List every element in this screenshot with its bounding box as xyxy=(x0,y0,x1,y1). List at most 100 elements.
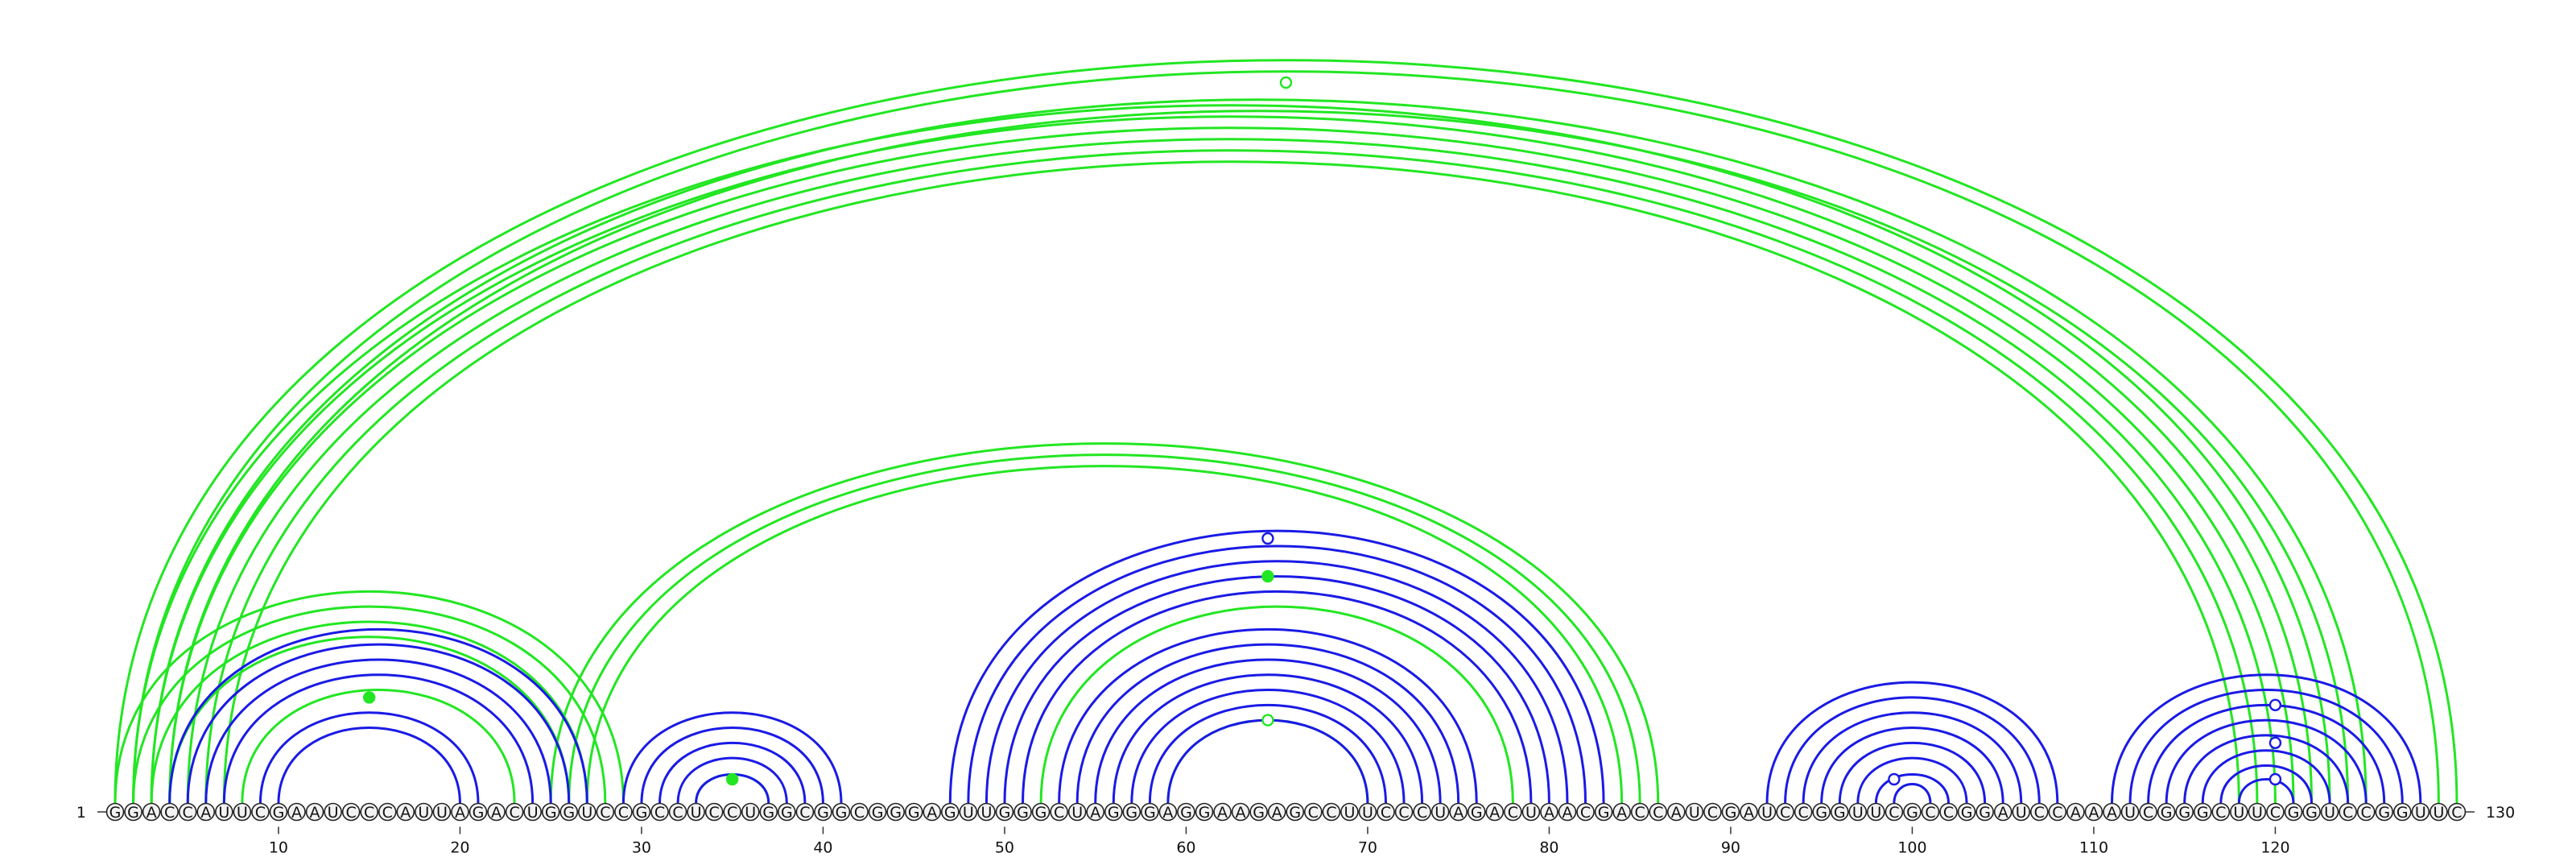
blue-base-pair-arc xyxy=(1094,658,1442,804)
nucleotide: C xyxy=(704,802,724,822)
nucleotide-letter: U xyxy=(1435,804,1446,822)
nucleotide: C xyxy=(251,802,270,822)
nucleotide: U xyxy=(1848,802,1868,822)
nucleotide-letter: C xyxy=(255,804,266,822)
nucleotide: G xyxy=(814,802,832,822)
nucleotide-letter: U xyxy=(745,804,756,822)
axis-tick-label: 110 xyxy=(2079,839,2108,857)
nucleotide: G xyxy=(1594,802,1613,822)
nucleotide-circle xyxy=(941,802,960,822)
nucleotide-circle xyxy=(1649,802,1668,822)
nucleotide: A xyxy=(2103,802,2121,822)
nucleotide: U xyxy=(1867,802,1885,822)
sequence-end-label: 130 xyxy=(2486,804,2515,822)
nucleotide-circle xyxy=(778,802,796,822)
green-base-pair-arc xyxy=(132,104,2331,804)
nucleotide: G xyxy=(269,802,288,822)
nucleotide: G xyxy=(868,802,887,822)
nucleotide: G xyxy=(886,802,905,822)
nucleotide-circle xyxy=(1993,802,2013,822)
nucleotide: G xyxy=(1286,802,1305,822)
nucleotide: G xyxy=(1903,802,1922,822)
nucleotide-letter: C xyxy=(709,804,720,822)
nucleotide-letter: C xyxy=(2052,804,2062,822)
nucleotide: U xyxy=(1757,802,1777,822)
blue-base-pair-arc xyxy=(621,711,843,804)
nucleotide: U xyxy=(1430,802,1450,822)
nucleotide-letter: G xyxy=(1289,804,1301,822)
nucleotide: G xyxy=(1249,802,1268,822)
nucleotide-circle xyxy=(2284,802,2303,822)
nucleotide-letter: C xyxy=(600,804,610,822)
nucleotide: G xyxy=(2302,802,2321,822)
nucleotide: A xyxy=(1558,802,1577,822)
nucleotide: G xyxy=(1957,802,1976,822)
nucleotide: U xyxy=(1521,802,1541,822)
nucleotide-letter: G xyxy=(2178,804,2190,822)
nucleotide-circle xyxy=(1721,802,1740,822)
nucleotide-letter: A xyxy=(1489,804,1500,822)
nucleotide: C xyxy=(1504,802,1522,822)
nucleotide-letter: A xyxy=(2107,804,2117,822)
nucleotide-circle xyxy=(1249,802,1268,822)
nucleotide-circle xyxy=(1521,802,1541,822)
nucleotide-letter: A xyxy=(1453,804,1463,822)
nucleotide-letter: A xyxy=(1162,804,1173,822)
blue-base-pair-arc xyxy=(2201,749,2331,804)
nucleotide: C xyxy=(178,802,197,822)
nucleotide: U xyxy=(324,802,342,822)
nucleotide: C xyxy=(1377,802,1395,822)
nucleotide-letter: A xyxy=(310,804,320,822)
blue-base-pair-arc xyxy=(676,756,788,804)
green-base-pair-arc xyxy=(132,605,607,804)
nucleotide-circle xyxy=(959,802,978,822)
nucleotide-letter: C xyxy=(1580,804,1591,822)
blue-base-pair-arc xyxy=(168,627,588,804)
nucleotide: U xyxy=(741,802,760,822)
nucleotide: G xyxy=(2175,802,2194,822)
nucleotide-circle xyxy=(2193,802,2212,822)
nucleotide-letter: C xyxy=(618,804,629,822)
nucleotide-circle xyxy=(1430,802,1450,822)
nucleotide: G xyxy=(1177,802,1195,822)
nucleotide-letter: G xyxy=(836,804,848,822)
nucleotide-circle xyxy=(1449,802,1468,822)
nucleotide-letter: G xyxy=(2396,804,2409,822)
nucleotide-letter: U xyxy=(963,804,974,822)
nucleotide: C xyxy=(2447,802,2467,822)
nucleotide-letter: U xyxy=(2252,804,2263,822)
axis-tick-label: 50 xyxy=(995,839,1014,857)
nucleotide-circle xyxy=(1776,802,1794,822)
nucleotide: C xyxy=(1394,802,1414,822)
nucleotide-circle xyxy=(1957,802,1976,822)
nucleotide-circle xyxy=(269,802,288,822)
nucleotide: U xyxy=(1340,802,1359,822)
nucleotide: C xyxy=(1576,802,1595,822)
nucleotide-letter: A xyxy=(1671,804,1682,822)
nucleotide: G xyxy=(1141,802,1159,822)
nucleotide: C xyxy=(2030,802,2049,822)
nucleotide-circle xyxy=(2375,802,2394,822)
nucleotide-letter: U xyxy=(328,804,339,822)
green-base-pair-arc xyxy=(222,160,2240,804)
nucleotide-circle xyxy=(1975,802,1994,822)
nucleotide: U xyxy=(2230,802,2248,822)
nucleotide-circle xyxy=(1594,802,1613,822)
nucleotide-circle xyxy=(305,802,324,822)
green-base-pair-arc xyxy=(204,149,2259,804)
nucleotide-circle xyxy=(832,802,851,822)
nucleotide: A xyxy=(1667,802,1686,822)
blue-base-pair-arc xyxy=(258,711,480,804)
nucleotide-circle xyxy=(614,802,633,822)
green-arc-marker xyxy=(1261,569,1274,583)
axis-tick-label: 80 xyxy=(1539,839,1558,857)
nucleotide: G xyxy=(1104,802,1123,822)
nucleotide-circle xyxy=(1830,802,1849,822)
nucleotide-circle xyxy=(1358,802,1377,822)
nucleotide-circle xyxy=(251,802,270,822)
nucleotide-letter: C xyxy=(183,804,193,822)
blue-base-pair-arc xyxy=(277,727,461,804)
nucleotide-letter: G xyxy=(1961,804,1973,822)
nucleotide: A xyxy=(1485,802,1505,822)
nucleotide: A xyxy=(1449,802,1468,822)
